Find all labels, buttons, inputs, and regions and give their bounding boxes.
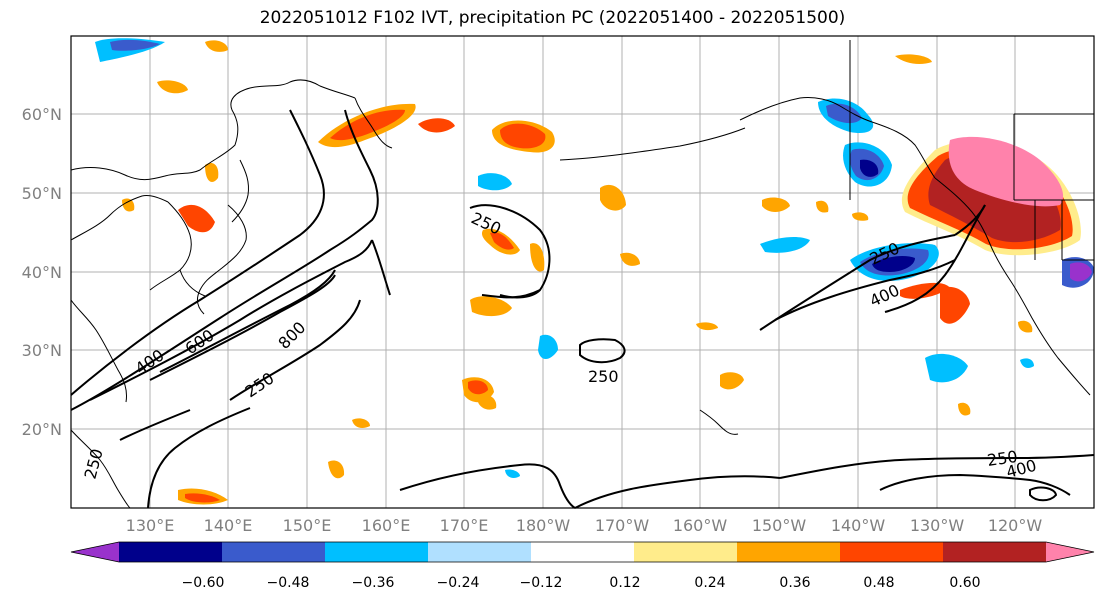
colorbar-segment <box>222 542 326 562</box>
colorbar-segment <box>325 542 429 562</box>
colorbar-extend-min <box>71 542 119 562</box>
precip-positive-shading <box>122 40 1081 505</box>
lon-tick-label: 150°E <box>283 516 332 535</box>
lon-tick-label: 140°W <box>831 516 886 535</box>
lon-tick-label: 160°E <box>362 516 411 535</box>
lon-tick-label: 120°W <box>988 516 1043 535</box>
colorbar-tick-label: 0.36 <box>779 575 810 591</box>
colorbar-tick-labels: −0.60 −0.48 −0.36 −0.24 −0.12 0.12 0.24 … <box>182 575 981 591</box>
map-frame <box>70 35 1095 509</box>
coastlines <box>70 40 1095 509</box>
map-title: 2022051012 F102 IVT, precipitation PC (2… <box>259 8 846 28</box>
colorbar-segment <box>840 542 944 562</box>
colorbar-extend-max <box>1046 542 1094 562</box>
colorbar-tick-label: −0.60 <box>182 575 225 591</box>
lon-tick-label: 130°E <box>126 516 175 535</box>
lat-tick-labels: 20°N 30°N 40°N 50°N 60°N <box>22 105 62 439</box>
lon-tick-label: 180°W <box>516 516 571 535</box>
colorbar-tick-label: 0.24 <box>694 575 725 591</box>
lon-tick-label: 170°E <box>440 516 489 535</box>
colorbar-tick-label: 0.60 <box>949 575 980 591</box>
lon-tick-labels: 130°E 140°E 150°E 160°E 170°E 180°W 170°… <box>126 516 1043 535</box>
colorbar-tick-label: −0.36 <box>352 575 395 591</box>
lat-tick-label: 50°N <box>22 184 62 203</box>
colorbar-outline <box>70 541 1095 563</box>
lon-tick-label: 160°W <box>673 516 728 535</box>
precip-negative-shading <box>95 38 1094 478</box>
colorbar-tick-label: −0.12 <box>520 575 563 591</box>
ivt-label: 250 <box>986 447 1019 470</box>
colorbar-tick-label: −0.24 <box>437 575 480 591</box>
lon-tick-label: 130°W <box>910 516 965 535</box>
ivt-label: 250 <box>588 367 619 386</box>
colorbar-segment <box>737 542 841 562</box>
colorbar-tick-label: 0.48 <box>863 575 894 591</box>
colorbar-segment <box>634 542 738 562</box>
lon-tick-label: 140°E <box>204 516 253 535</box>
colorbar-tick-label: 0.12 <box>609 575 640 591</box>
colorbar <box>70 541 1095 563</box>
ivt-contours <box>70 109 1095 509</box>
lat-tick-label: 20°N <box>22 420 62 439</box>
colorbar-segment <box>943 542 1047 562</box>
colorbar-tick-label: −0.48 <box>267 575 310 591</box>
colorbar-segment <box>119 542 223 562</box>
lat-tick-label: 40°N <box>22 263 62 282</box>
lon-tick-label: 150°W <box>752 516 807 535</box>
lon-tick-label: 170°W <box>595 516 650 535</box>
lat-tick-label: 30°N <box>22 341 62 360</box>
colorbar-segment <box>428 542 532 562</box>
colorbar-segment <box>531 542 635 562</box>
lat-tick-label: 60°N <box>22 105 62 124</box>
